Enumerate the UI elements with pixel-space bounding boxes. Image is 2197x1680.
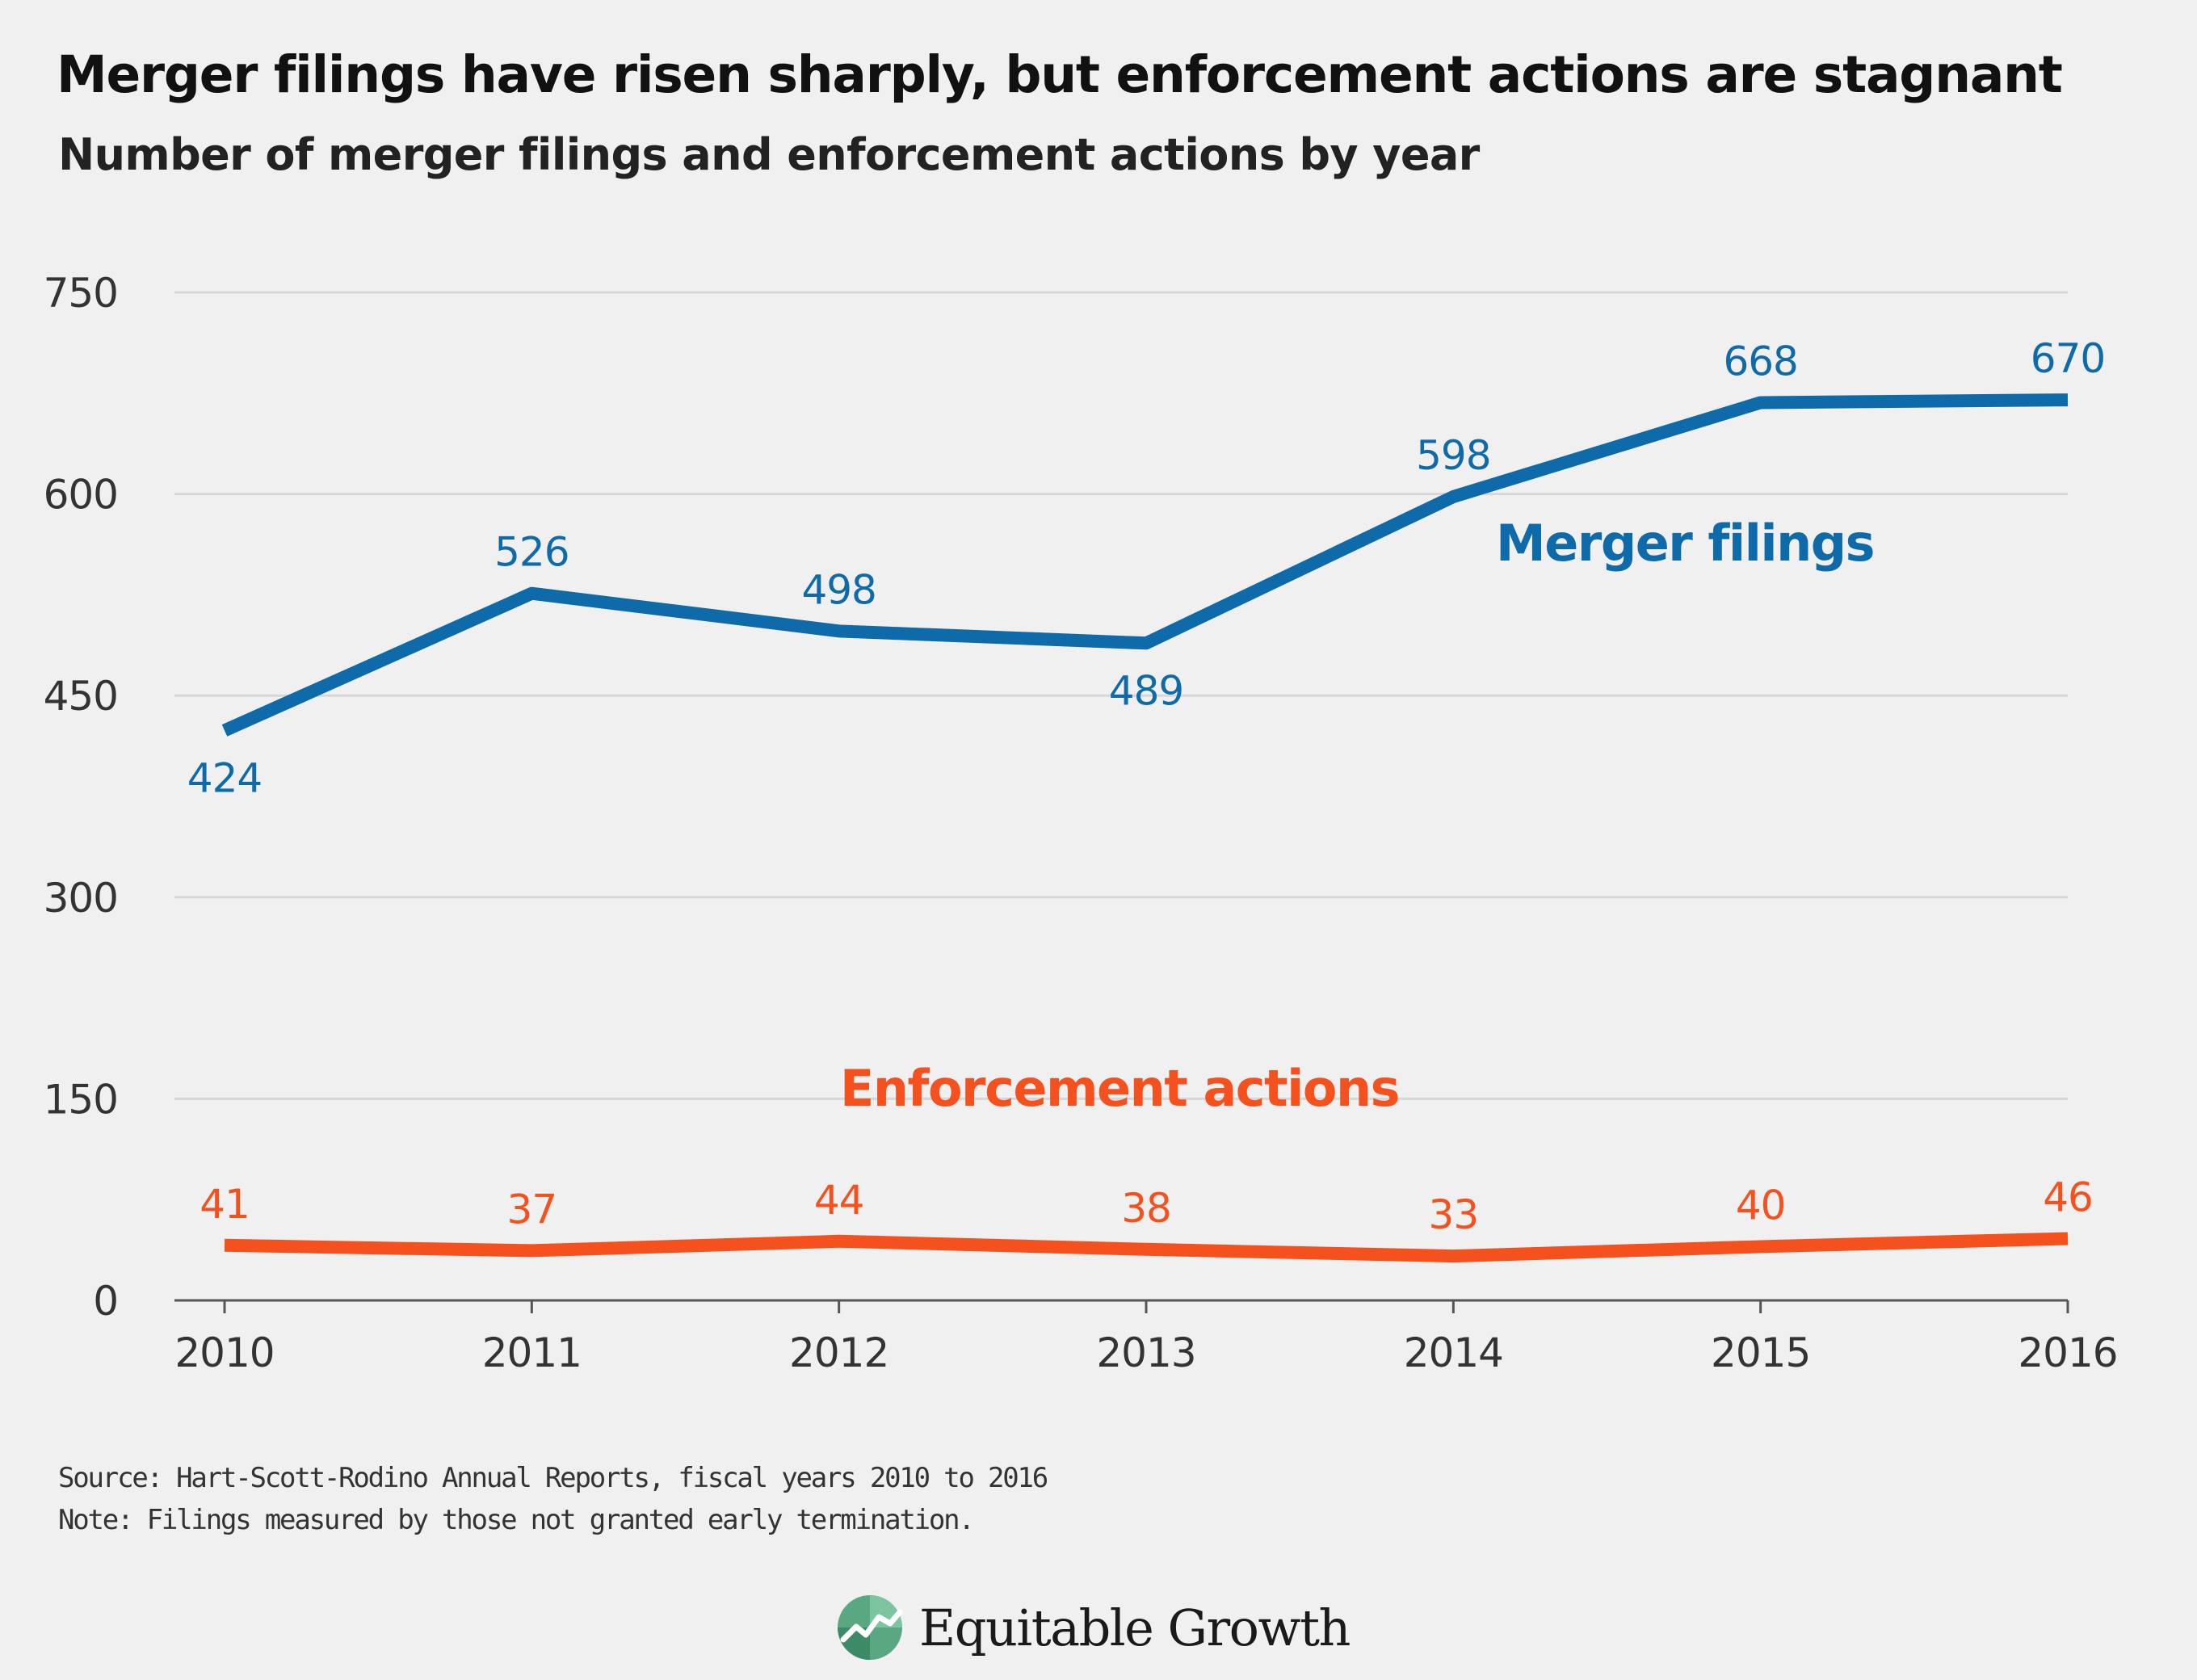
- y-tick-label: 300: [44, 875, 118, 922]
- enforcement-actions-data-label: 44: [814, 1177, 864, 1224]
- enforcement-actions-data-label: 37: [507, 1186, 557, 1233]
- enforcement-actions-data-label: 46: [2043, 1174, 2093, 1220]
- x-tick-label: 2013: [1096, 1329, 1195, 1376]
- merger-filings-data-label: 670: [2031, 335, 2105, 382]
- brand-footer: Equitable Growth: [837, 1583, 1351, 1672]
- source-note: Source: Hart-Scott-Rodino Annual Reports…: [58, 1462, 1048, 1494]
- merger-filings-data-label: 424: [187, 754, 262, 801]
- merger-filings-data-label: 598: [1416, 432, 1490, 479]
- x-tick-label: 2014: [1404, 1329, 1503, 1376]
- methodology-note: Note: Filings measured by those not gran…: [58, 1504, 975, 1536]
- y-tick-label: 150: [44, 1076, 118, 1123]
- enforcement-actions-series-label: Enforcement actions: [840, 1059, 1399, 1118]
- y-tick-label: 450: [44, 673, 118, 720]
- enforcement-actions-data-label: 33: [1429, 1191, 1479, 1238]
- merger-filings-data-label: 526: [494, 529, 569, 576]
- chart-subtitle: Number of merger filings and enforcement…: [58, 129, 1480, 180]
- merger-filings-data-label: 668: [1723, 338, 1797, 384]
- x-tick-label: 2012: [789, 1329, 888, 1376]
- merger-filings-data-label: 489: [1109, 667, 1183, 714]
- merger-filings-data-label: 498: [801, 566, 876, 613]
- x-tick-label: 2015: [1711, 1329, 1810, 1376]
- enforcement-actions-line: [224, 1232, 2069, 1263]
- brand-name: Equitable Growth: [919, 1598, 1351, 1657]
- x-tick-label: 2011: [482, 1329, 582, 1376]
- x-tick-label: 2010: [174, 1329, 274, 1376]
- y-tick-label: 750: [44, 270, 118, 317]
- enforcement-actions-data-label: 38: [1121, 1185, 1171, 1232]
- chart-title: Merger filings have risen sharply, but e…: [57, 45, 2063, 104]
- line-chart: 0 150 300 450 600 750 2010 2011 2012 2013 2014 2015…: [44, 270, 2119, 1376]
- x-tick-label: 2016: [2018, 1329, 2117, 1376]
- growth-chart-icon: [838, 1595, 903, 1660]
- y-tick-label: 0: [93, 1278, 118, 1325]
- merger-filings-series-label: Merger filings: [1496, 514, 1874, 573]
- merger-filings-line: [221, 393, 2069, 737]
- y-tick-label: 600: [44, 472, 118, 519]
- enforcement-actions-data-label: 40: [1736, 1182, 1786, 1228]
- enforcement-actions-data-label: 41: [200, 1181, 250, 1228]
